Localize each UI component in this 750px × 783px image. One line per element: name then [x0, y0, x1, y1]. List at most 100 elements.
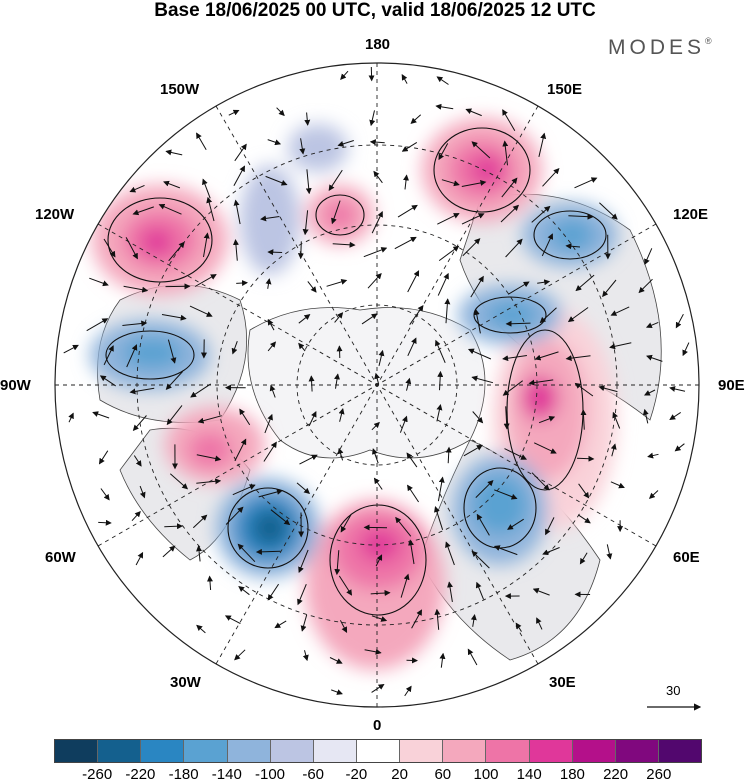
wind-vector — [203, 232, 210, 258]
wind-vector — [298, 342, 306, 352]
wind-vector — [361, 313, 378, 325]
wind-vector — [131, 510, 141, 522]
colorbar-tick-label: 260 — [646, 766, 672, 783]
wind-vector — [267, 249, 283, 256]
wind-vector — [98, 450, 109, 465]
wind-vector — [237, 543, 256, 563]
wind-vector — [438, 143, 449, 161]
wind-vector — [304, 112, 311, 126]
wind-vector — [164, 523, 183, 530]
wind-vector — [505, 238, 523, 258]
wind-vector — [447, 581, 453, 602]
wind-vector — [531, 472, 550, 491]
wind-vector — [103, 345, 114, 366]
wind-vector — [436, 76, 449, 85]
wind-vector — [574, 382, 594, 397]
colorbar-cell — [356, 740, 401, 762]
colorbar-tick-label: -180 — [168, 766, 199, 783]
wind-vector — [409, 304, 424, 325]
wind-vector — [340, 70, 349, 80]
wind-vector — [168, 241, 185, 262]
wind-vector — [411, 609, 422, 629]
wind-vector — [545, 517, 555, 536]
wind-vector — [196, 624, 206, 634]
wind-vector — [565, 243, 581, 250]
lon-label-150w: 150W — [160, 81, 200, 98]
wind-vector — [437, 213, 460, 225]
wind-vector — [646, 354, 663, 362]
wind-vector — [400, 573, 410, 598]
wind-vector — [197, 415, 222, 424]
wind-vector — [125, 237, 138, 260]
wind-vector — [364, 648, 382, 655]
colorbar-tick-label: 100 — [473, 766, 499, 783]
wind-vector — [501, 177, 518, 198]
graticule — [55, 63, 699, 707]
wind-vector — [404, 685, 412, 697]
wind-vector — [224, 615, 241, 625]
wind-vector — [470, 614, 477, 627]
wind-vector — [263, 441, 277, 462]
wind-vector — [190, 383, 211, 398]
wind-vector — [434, 339, 446, 363]
wind-vector — [539, 307, 557, 324]
wind-vector — [260, 215, 280, 222]
wind-vector — [165, 149, 183, 156]
map-title: Base 18/06/2025 00 UTC, valid 18/06/2025… — [154, 0, 596, 21]
wind-vector — [332, 241, 356, 248]
wind-vector — [302, 650, 309, 662]
wind-vector — [98, 519, 112, 526]
wind-vector — [461, 179, 487, 187]
wind-vector — [267, 318, 275, 331]
wind-vector — [408, 539, 415, 565]
wind-vector — [575, 274, 595, 292]
wind-vector — [644, 248, 653, 266]
wind-vector — [475, 479, 494, 498]
wind-vector — [86, 318, 109, 332]
colorbar-tick-label: -100 — [254, 766, 286, 783]
wind-vector — [567, 307, 589, 323]
wind-vector — [258, 489, 283, 498]
wind-vector — [536, 617, 543, 630]
wind-vector — [669, 386, 686, 392]
wind-vector — [225, 506, 244, 525]
wind-vector — [232, 239, 239, 261]
wind-vector — [435, 103, 454, 110]
wind-vector — [166, 405, 183, 426]
wind-vector — [99, 375, 116, 387]
colorbar-tick-label: 180 — [559, 766, 585, 783]
wind-vector — [338, 575, 353, 596]
lon-label-120e: 120E — [673, 206, 709, 223]
wind-vector — [568, 213, 594, 220]
wind-vector — [579, 552, 588, 565]
wind-vector — [337, 447, 344, 461]
wind-vector — [363, 247, 388, 258]
map-disc — [55, 63, 699, 707]
wind-vector — [132, 206, 154, 216]
wind-vector — [196, 545, 203, 562]
wind-vector — [340, 513, 352, 533]
wind-vector — [534, 351, 559, 361]
colorbar-tick-label: -60 — [302, 766, 325, 783]
wind-vector — [228, 109, 240, 116]
wind-vector — [507, 281, 530, 295]
wind-vector — [504, 448, 527, 460]
wind-vector — [378, 349, 385, 367]
wind-vector — [401, 141, 418, 152]
lon-label-90w: 90W — [0, 377, 31, 394]
wind-vector — [161, 314, 187, 321]
brand-logo: MODES® — [608, 36, 712, 59]
wind-vector — [122, 320, 148, 327]
wind-vector — [437, 476, 445, 502]
wind-vector — [642, 408, 649, 424]
wind-vector — [542, 167, 560, 187]
wind-vector — [437, 272, 449, 296]
wind-vector — [371, 210, 383, 234]
wind-vector — [467, 648, 478, 666]
wind-vector — [299, 454, 318, 465]
wind-vector — [399, 415, 408, 433]
colorbar-tick-label: 60 — [434, 766, 452, 783]
wind-vector — [233, 199, 241, 225]
wind-vector — [444, 298, 451, 324]
